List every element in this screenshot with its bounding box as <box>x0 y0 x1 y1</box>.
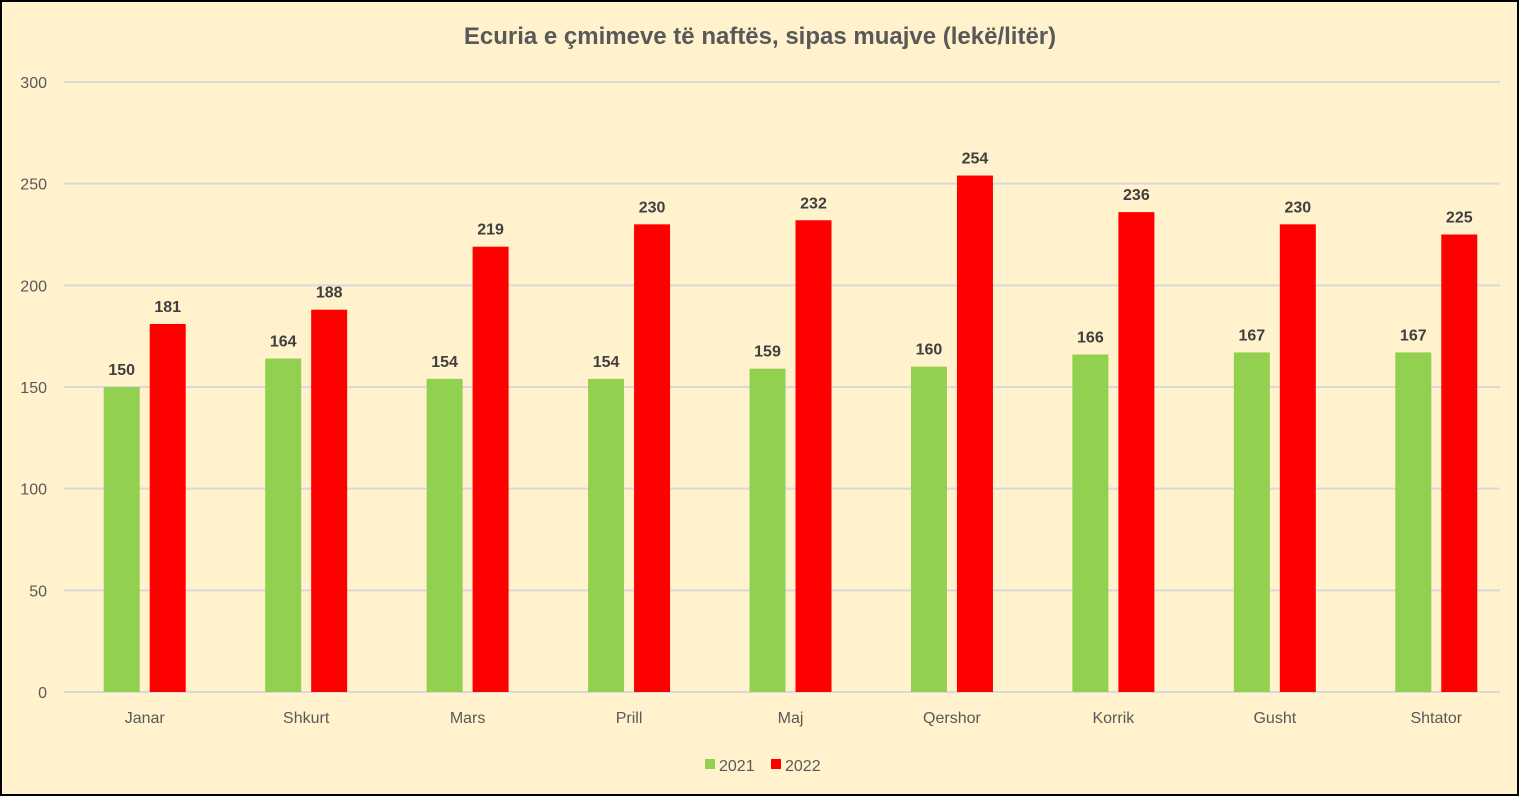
data-label: 230 <box>639 199 666 216</box>
bar-2022 <box>1118 212 1155 692</box>
data-label: 225 <box>1446 210 1473 227</box>
legend-label-2021: 2021 <box>719 758 755 775</box>
chart-title: Ecuria e çmimeve të naftës, sipas muajve… <box>464 23 1056 50</box>
y-tick-label: 300 <box>20 75 47 92</box>
legend-swatch-2022 <box>771 759 781 769</box>
bar-2022 <box>634 224 671 693</box>
data-label: 181 <box>154 299 181 316</box>
bar-2022 <box>149 323 186 692</box>
y-tick-label: 150 <box>20 380 47 397</box>
bar-2021 <box>265 358 302 692</box>
data-label: 166 <box>1077 329 1104 346</box>
x-tick-label: Shkurt <box>283 710 330 727</box>
y-tick-label: 250 <box>20 177 47 194</box>
legend-label-2022: 2022 <box>785 758 821 775</box>
x-tick-label: Korrik <box>1092 710 1135 727</box>
data-label: 150 <box>108 362 135 379</box>
bar-2021 <box>1233 352 1270 692</box>
bar-2021 <box>588 378 625 692</box>
bar-2021 <box>749 368 786 692</box>
x-tick-label: Mars <box>450 710 486 727</box>
bar-2021 <box>1072 354 1109 692</box>
data-label: 219 <box>477 222 504 239</box>
bar-2021 <box>426 378 463 692</box>
bar-2022 <box>311 309 348 692</box>
x-tick-label: Gusht <box>1253 710 1296 727</box>
data-label: 167 <box>1238 327 1265 344</box>
bar-2021 <box>1395 352 1432 692</box>
data-label: 230 <box>1284 199 1311 216</box>
x-tick-label: Prill <box>616 710 643 727</box>
bar-2021 <box>103 387 140 692</box>
y-tick-label: 50 <box>29 583 47 600</box>
bar-2022 <box>472 246 509 692</box>
bar-2021 <box>910 366 947 692</box>
x-tick-label: Janar <box>125 710 166 727</box>
x-tick-label: Qershor <box>923 710 981 727</box>
y-tick-label: 100 <box>20 482 47 499</box>
x-tick-label: Maj <box>778 710 804 727</box>
data-label: 236 <box>1123 187 1150 204</box>
y-tick-label: 200 <box>20 278 47 295</box>
data-label: 160 <box>916 342 943 359</box>
y-tick-label: 0 <box>38 685 47 702</box>
bar-2022 <box>795 220 832 692</box>
data-label: 154 <box>593 354 620 371</box>
data-label: 188 <box>316 285 343 302</box>
data-label: 154 <box>431 354 458 371</box>
bar-2022 <box>1279 224 1316 693</box>
data-label: 164 <box>270 334 297 351</box>
data-label: 232 <box>800 195 827 212</box>
data-label: 167 <box>1400 327 1427 344</box>
x-tick-label: Shtator <box>1410 710 1462 727</box>
bar-2022 <box>1441 234 1478 692</box>
legend-swatch-2021 <box>705 759 715 769</box>
data-label: 254 <box>962 151 989 168</box>
data-label: 159 <box>754 344 781 361</box>
bar-2022 <box>956 175 993 693</box>
